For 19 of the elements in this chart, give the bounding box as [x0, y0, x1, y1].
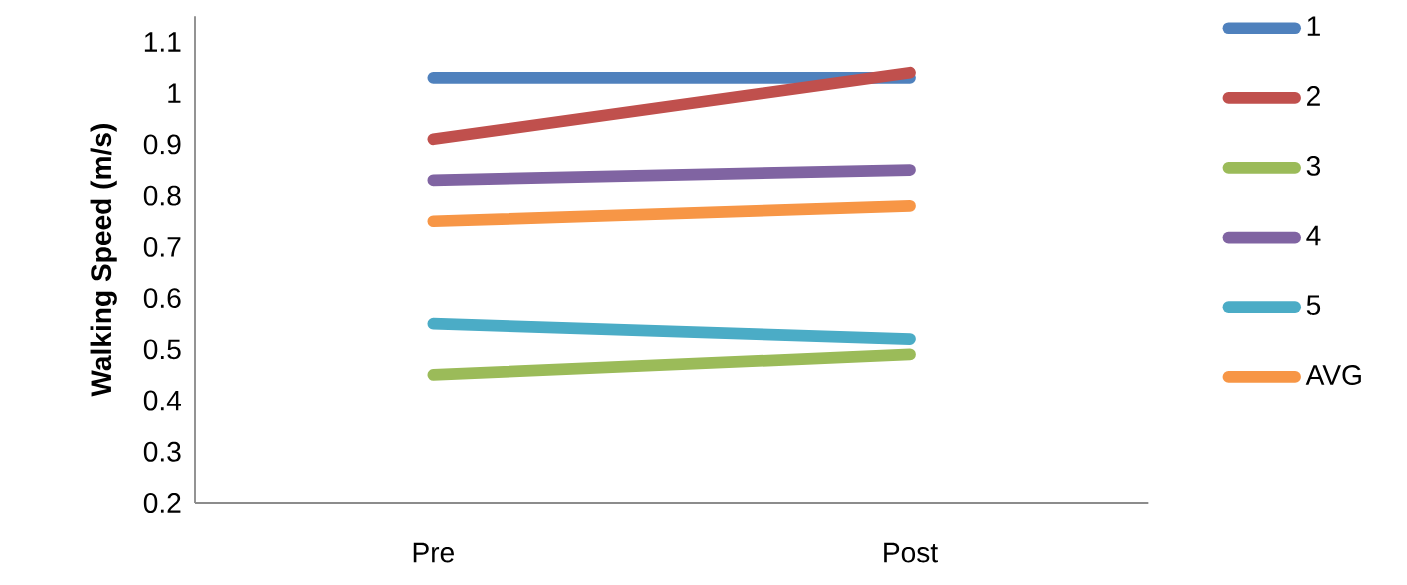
legend-label: 5 — [1306, 295, 1321, 316]
y-tick-label: 0.3 — [143, 441, 181, 462]
legend-label: 2 — [1307, 86, 1320, 106]
y-tick-label: 0.4 — [143, 390, 181, 411]
y-tick-label: 0.5 — [143, 339, 181, 360]
y-tick-label: 0.2 — [143, 493, 181, 513]
legend-label: 1 — [1307, 16, 1320, 36]
y-tick-label: 0.7 — [143, 236, 181, 257]
y-tick-label: 1 — [168, 83, 181, 103]
x-tick-label: Post — [884, 542, 938, 563]
y-tick-label: 0.9 — [143, 134, 181, 155]
legend-label: AVG — [1305, 365, 1361, 385]
y-axis-title: Walking Speed (m/s) — [90, 124, 117, 397]
y-tick-label: 0.8 — [143, 185, 181, 206]
y-tick-label: 1.1 — [144, 32, 181, 52]
legend-label: 4 — [1306, 225, 1321, 246]
legend-label: 3 — [1306, 155, 1321, 176]
y-tick-label: 0.6 — [143, 288, 181, 309]
x-tick-label: Pre — [413, 542, 454, 563]
